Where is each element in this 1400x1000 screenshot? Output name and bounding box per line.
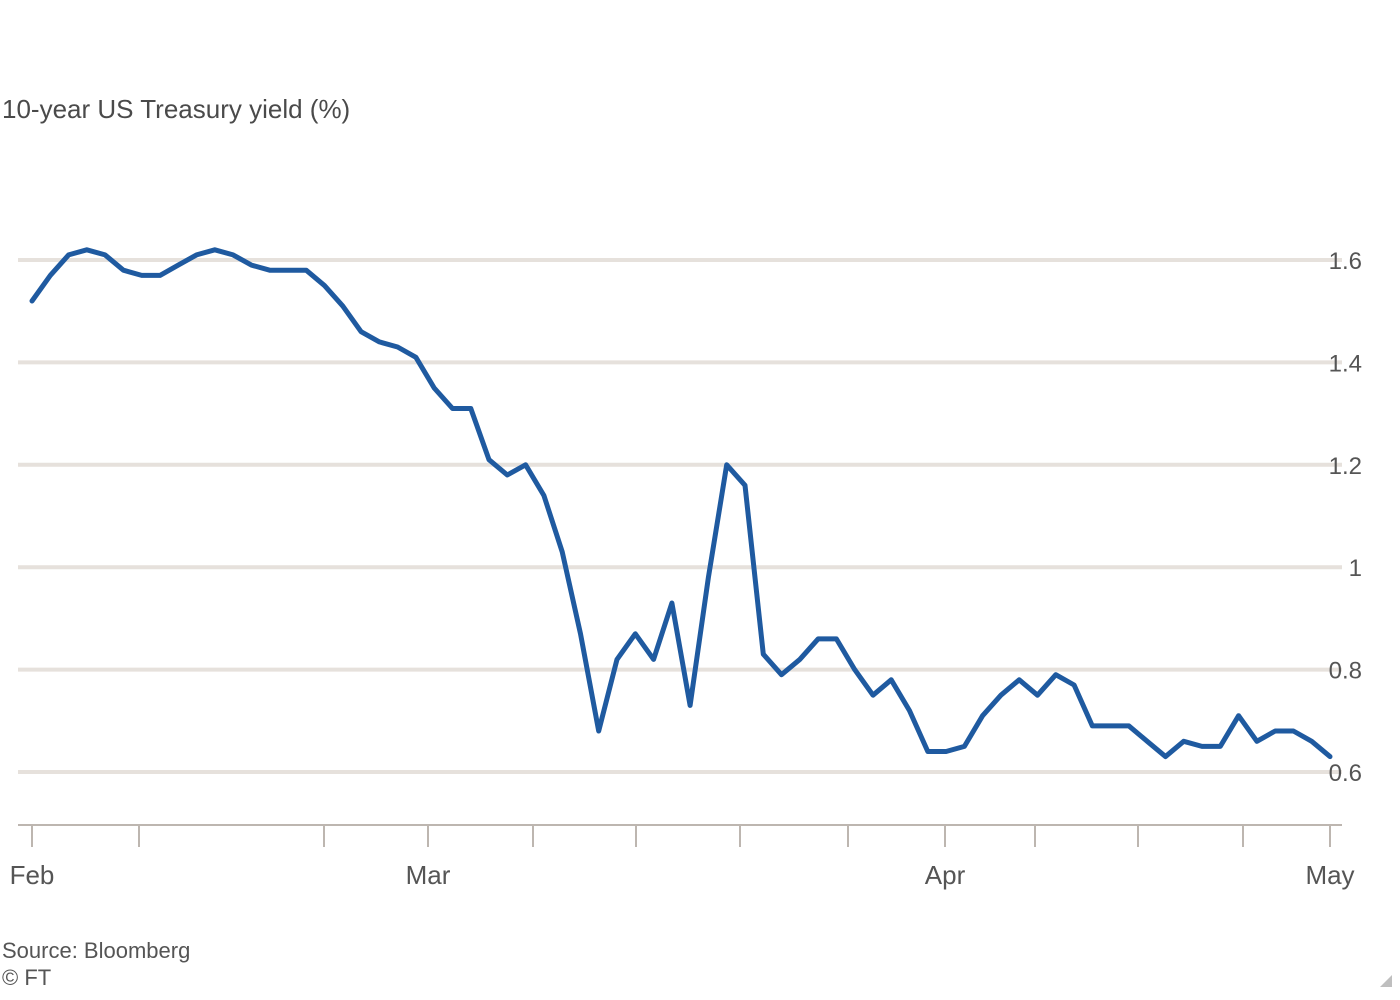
x-tick-label: Mar — [406, 860, 451, 890]
y-tick-label: 1.2 — [1329, 453, 1362, 480]
source-note: Source: Bloomberg © FT — [2, 937, 190, 991]
x-tick-label: May — [1305, 860, 1354, 890]
y-axis: 0.6 0.8 1 1.2 1.4 1.6 — [1329, 248, 1362, 787]
series-layer — [29, 247, 1333, 760]
corner-mark — [1380, 975, 1392, 987]
y-tick-label: 1.4 — [1329, 350, 1362, 377]
y-tick-label: 0.6 — [1329, 760, 1362, 787]
series-line — [29, 247, 1333, 760]
gridlines — [18, 258, 1342, 774]
x-tick-label: Apr — [925, 860, 966, 890]
y-tick-label: 0.8 — [1329, 658, 1362, 685]
copyright-text: © FT — [2, 965, 52, 990]
x-axis: Feb Mar Apr May — [10, 824, 1355, 890]
source-text: Source: Bloomberg — [2, 938, 191, 963]
y-tick-label: 1 — [1349, 555, 1362, 582]
x-tick-label: Feb — [10, 860, 55, 890]
y-tick-label: 1.6 — [1329, 248, 1362, 275]
chart-title: 10-year US Treasury yield (%) — [2, 94, 351, 124]
